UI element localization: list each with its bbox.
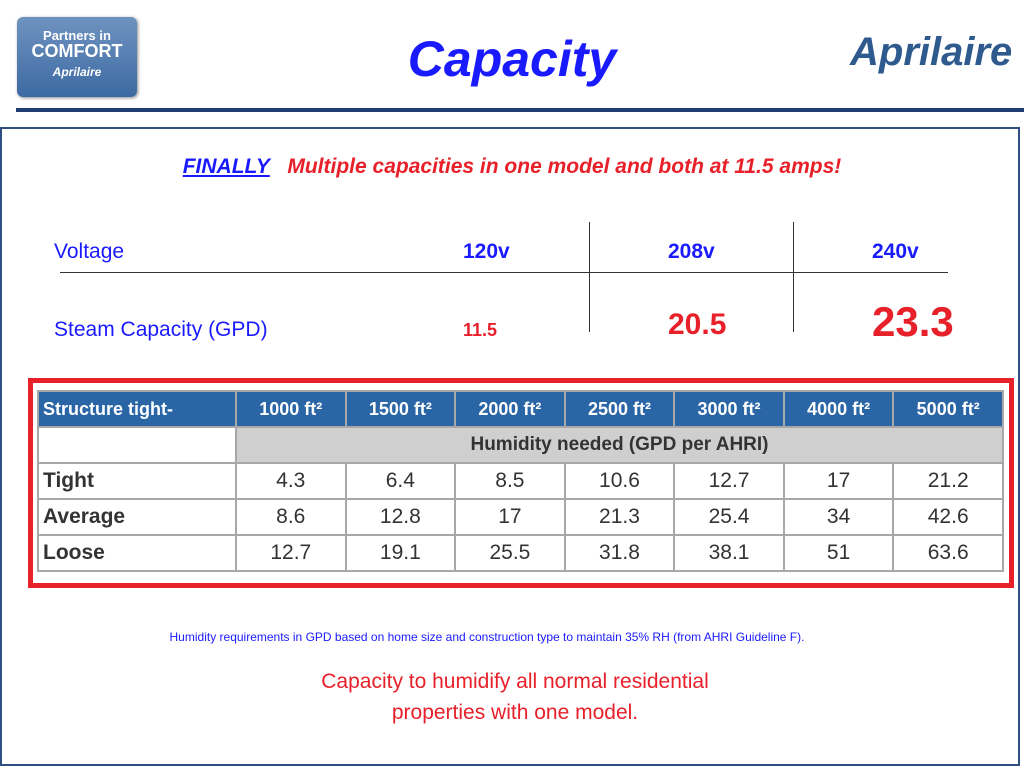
row-label: Steam Capacity (GPD) — [54, 318, 268, 341]
voltage: 208v — [668, 240, 715, 263]
subheader-cell: Humidity needed (GPD per AHRI) — [235, 426, 1004, 464]
capacity: 23.3 — [872, 298, 954, 345]
value-cell: 21.3 — [563, 498, 676, 536]
data-row: Tight 4.3 6.4 8.5 10.6 12.7 17 21.2 — [37, 462, 1004, 500]
data-row: Loose 12.7 19.1 25.5 31.8 38.1 51 63.6 — [37, 534, 1004, 572]
header-cell: 1500 ft² — [344, 390, 457, 428]
value-cell: 19.1 — [344, 534, 457, 572]
value-cell: 38.1 — [673, 534, 785, 572]
value-cell: 8.5 — [454, 462, 566, 500]
logo-text: Aprilaire — [52, 65, 102, 79]
value-cell: 4.3 — [235, 462, 347, 500]
headline-lead: FINALLY — [182, 155, 270, 178]
logo-partners: Partners in COMFORT Aprilaire — [17, 17, 137, 97]
value-cell: 42.6 — [892, 498, 1004, 536]
logo-text: COMFORT — [31, 41, 123, 61]
header-cell: 2000 ft² — [454, 390, 566, 428]
slide-title: Capacity — [407, 31, 617, 87]
value-cell: 17 — [782, 462, 895, 500]
capacity: 20.5 — [668, 308, 727, 341]
humidity-table: Structure tight- 1000 ft² 1500 ft² 2000 ft²… — [37, 390, 1004, 572]
value-cell: 31.8 — [563, 534, 676, 572]
logo-aprilaire: Aprilaire — [850, 30, 1013, 74]
value-cell: 17 — [454, 498, 566, 536]
header-cell: Structure tight- — [37, 390, 237, 428]
conclusion-line: Capacity to humidify all normal resident… — [321, 670, 709, 693]
value-cell: 12.7 — [235, 534, 347, 572]
conclusion: Capacity to humidify all normal resident… — [0, 666, 1024, 728]
highlight-box — [28, 378, 1014, 588]
footnote: Humidity requirements in GPD based on ho… — [169, 630, 805, 644]
header-rule — [16, 108, 1024, 112]
row-label: Voltage — [54, 240, 125, 263]
value-cell: 63.6 — [892, 534, 1004, 572]
value-cell: 10.6 — [563, 462, 676, 500]
value-cell: 25.4 — [673, 498, 785, 536]
blank-cell — [37, 426, 237, 464]
header-cell: 1000 ft² — [235, 390, 347, 428]
value-cell: 25.5 — [454, 534, 566, 572]
row-rule — [60, 272, 948, 273]
value-cell: 8.6 — [235, 498, 347, 536]
header-cell: 5000 ft² — [892, 390, 1004, 428]
content-frame — [0, 127, 1020, 766]
data-row: Average 8.6 12.8 17 21.3 25.4 34 42.6 — [37, 498, 1004, 536]
value-cell: 12.7 — [673, 462, 785, 500]
headline: FINALLY Multiple capacities in one model… — [0, 155, 1024, 179]
value-cell: 6.4 — [344, 462, 457, 500]
value-cell: 34 — [782, 498, 895, 536]
voltage: 120v — [463, 240, 510, 263]
column-rule — [589, 222, 590, 332]
value-cell: 21.2 — [892, 462, 1004, 500]
header-cell: 2500 ft² — [563, 390, 676, 428]
capacity: 11.5 — [463, 320, 498, 340]
logo-text: Partners in — [43, 28, 111, 43]
row-label: Average — [37, 498, 237, 536]
value-cell: 51 — [782, 534, 895, 572]
value-cell: 12.8 — [344, 498, 457, 536]
header-cell: 4000 ft² — [782, 390, 895, 428]
voltage: 240v — [872, 240, 919, 263]
header-cell: 3000 ft² — [673, 390, 785, 428]
row-label: Loose — [37, 534, 237, 572]
column-rule — [793, 222, 794, 332]
headline-text: Multiple capacities in one model and bot… — [287, 155, 842, 178]
conclusion-line: properties with one model. — [391, 701, 639, 724]
row-label: Tight — [37, 462, 237, 500]
subheader-row: Humidity needed (GPD per AHRI) — [37, 426, 1004, 464]
header-row: Structure tight- 1000 ft² 1500 ft² 2000 ft²… — [37, 390, 1004, 428]
